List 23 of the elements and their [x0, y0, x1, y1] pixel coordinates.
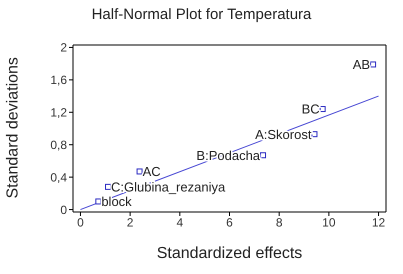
x-tick-label: 12	[372, 216, 386, 230]
chart-title: Half-Normal Plot for Temperatura	[90, 6, 312, 23]
x-tick-label: 4	[176, 216, 184, 230]
y-tick-label: 1,6	[50, 73, 68, 88]
y-tick-label: 0,8	[50, 138, 68, 152]
annotation: BC	[302, 102, 320, 117]
y-tick-label: 0	[60, 202, 68, 217]
x-tick-label: 10	[322, 216, 336, 230]
x-axis-title: Standardized effects	[156, 245, 302, 262]
point	[136, 168, 143, 174]
annotation: block	[101, 194, 132, 210]
x-tick-label: 8	[276, 216, 283, 230]
point	[370, 61, 376, 68]
annotation: AB	[352, 57, 370, 72]
x-tick-label: 0	[77, 216, 84, 230]
x-tick-label: 2	[126, 216, 134, 230]
x-tick-label: 6	[226, 216, 234, 230]
y-tick-label: 2	[60, 40, 68, 55]
point	[260, 152, 266, 158]
y-tick-label: 1,2	[50, 106, 68, 120]
y-tick-label: 0,4	[50, 170, 68, 184]
annotation: AC	[142, 164, 161, 180]
y-axis-title: Standard deviations	[4, 57, 22, 198]
